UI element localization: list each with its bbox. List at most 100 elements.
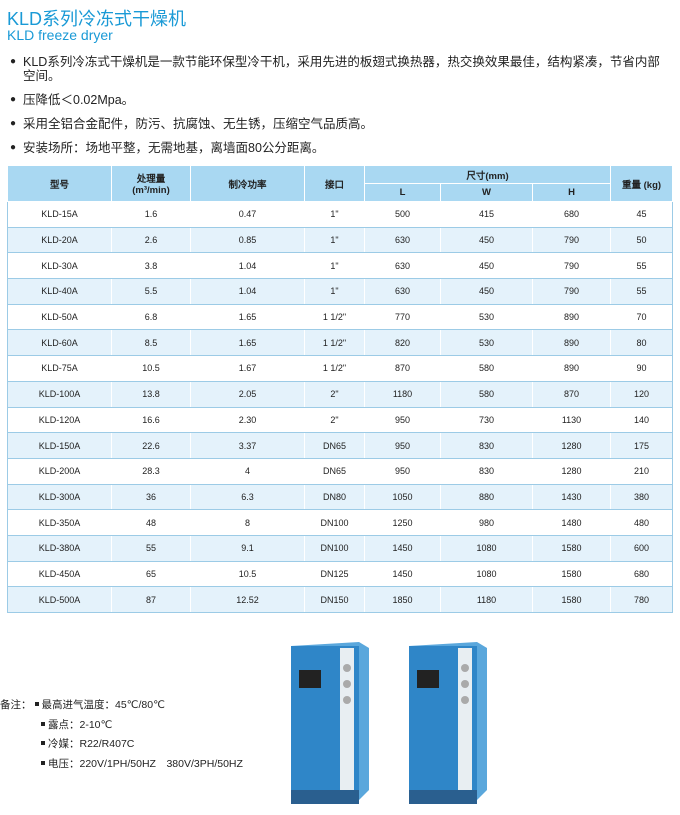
table-row: KLD-350A 48 8 DN100 1250 980 1480 480 (7, 509, 674, 536)
cell-model: KLD-15A (7, 201, 112, 228)
cell-flow: 55 (111, 534, 191, 562)
cell-power: 6.3 (190, 483, 305, 511)
cell-power: 3.37 (190, 432, 305, 459)
cell-flow: 48 (111, 509, 191, 536)
cell-weight: 780 (610, 586, 674, 613)
cell-port: DN80 (304, 483, 365, 511)
cell-flow: 36 (111, 483, 191, 511)
feature-item: 压降低＜0.02Mpa。 (10, 93, 660, 107)
cell-height: 790 (531, 226, 612, 254)
dryer-machine-image (409, 642, 487, 804)
cell-flow: 13.8 (111, 380, 191, 408)
cell-height: 680 (531, 201, 612, 228)
col-L: L (364, 183, 441, 202)
cell-length: 1050 (364, 483, 441, 511)
cell-length: 1250 (364, 509, 441, 536)
cell-weight: 680 (610, 560, 674, 588)
cell-width: 580 (440, 355, 533, 382)
cell-weight: 90 (610, 355, 674, 382)
cell-height: 1280 (531, 432, 612, 459)
cell-weight: 55 (610, 252, 674, 280)
cell-height: 890 (531, 303, 612, 331)
cell-width: 580 (440, 380, 533, 408)
col-port: 接口 (304, 165, 365, 202)
table-row: KLD-40A 5.5 1.04 1" 630 450 790 55 (7, 278, 674, 305)
cell-model: KLD-350A (7, 509, 112, 536)
cell-weight: 80 (610, 329, 674, 357)
cell-width: 730 (440, 406, 533, 434)
cell-model: KLD-150A (7, 432, 112, 459)
cell-power: 2.05 (190, 380, 305, 408)
feature-list: KLD系列冷冻式干燥机是一款节能环保型冷干机，采用先进的板翅式换热器，热交换效果… (10, 55, 660, 165)
cell-length: 1450 (364, 560, 441, 588)
page-title: KLD系列冷冻式干燥机 (7, 9, 187, 29)
cell-model: KLD-60A (7, 329, 112, 357)
cell-power: 1.04 (190, 278, 305, 305)
col-size: 尺寸(mm) (363, 165, 612, 184)
cell-port: 1" (304, 278, 365, 305)
table-row: KLD-30A 3.8 1.04 1" 630 450 790 55 (7, 252, 674, 280)
table-row: KLD-50A 6.8 1.65 1 1/2" 770 530 890 70 (7, 303, 674, 331)
note-item: 冷媒：R22/R407C (48, 738, 135, 750)
cell-flow: 5.5 (111, 278, 191, 305)
cell-power: 4 (190, 457, 305, 485)
cell-weight: 140 (610, 406, 674, 434)
cell-height: 1580 (531, 534, 612, 562)
cell-model: KLD-100A (7, 380, 112, 408)
cell-width: 450 (440, 252, 533, 280)
cell-port: DN100 (304, 509, 365, 536)
cell-height: 1580 (531, 586, 612, 613)
cell-port: 2" (304, 406, 365, 434)
feature-item: KLD系列冷冻式干燥机是一款节能环保型冷干机，采用先进的板翅式换热器，热交换效果… (10, 55, 660, 83)
cell-power: 10.5 (190, 560, 305, 588)
cell-width: 450 (440, 278, 533, 305)
cell-model: KLD-450A (7, 560, 112, 588)
cell-port: 1 1/2" (304, 329, 365, 357)
cell-weight: 480 (610, 509, 674, 536)
table-row: KLD-300A 36 6.3 DN80 1050 880 1430 380 (7, 483, 674, 511)
cell-flow: 28.3 (111, 457, 191, 485)
col-power: 制冷功率 (190, 165, 305, 202)
cell-port: 1" (304, 226, 365, 254)
cell-power: 1.67 (190, 355, 305, 382)
cell-height: 1430 (531, 483, 612, 511)
cell-height: 1280 (531, 457, 612, 485)
cell-length: 630 (364, 252, 441, 280)
cell-length: 1180 (364, 380, 441, 408)
cell-weight: 210 (610, 457, 674, 485)
cell-power: 2.30 (190, 406, 305, 434)
cell-port: DN150 (304, 586, 365, 613)
cell-length: 630 (364, 226, 441, 254)
note-item: 电压：220V/1PH/50HZ 380V/3PH/50HZ (48, 757, 243, 770)
cell-length: 950 (364, 457, 441, 485)
cell-height: 890 (531, 329, 612, 357)
cell-port: 1 1/2" (304, 355, 365, 382)
feature-item: 安装场所：场地平整，无需地基，离墙面80公分距离。 (10, 141, 660, 155)
cell-width: 1080 (440, 534, 533, 562)
cell-width: 980 (440, 509, 533, 536)
table-row: KLD-75A 10.5 1.67 1 1/2" 870 580 890 90 (7, 355, 674, 382)
table-row: KLD-100A 13.8 2.05 2" 1180 580 870 120 (7, 380, 674, 408)
cell-power: 8 (190, 509, 305, 536)
table-row: KLD-20A 2.6 0.85 1" 630 450 790 50 (7, 226, 674, 254)
table-row: KLD-15A 1.6 0.47 1" 500 415 680 45 (7, 201, 674, 228)
table-row: KLD-60A 8.5 1.65 1 1/2" 820 530 890 80 (7, 329, 674, 357)
cell-weight: 50 (610, 226, 674, 254)
cell-flow: 65 (111, 560, 191, 588)
cell-weight: 380 (610, 483, 674, 511)
cell-height: 790 (531, 278, 612, 305)
cell-height: 890 (531, 355, 612, 382)
cell-length: 820 (364, 329, 441, 357)
table-row: KLD-500A 87 12.52 DN150 1850 1180 1580 780 (7, 586, 674, 613)
cell-length: 870 (364, 355, 441, 382)
cell-flow: 6.8 (111, 303, 191, 331)
cell-port: 2" (304, 380, 365, 408)
cell-width: 880 (440, 483, 533, 511)
cell-port: 1" (304, 252, 365, 280)
cell-flow: 3.8 (111, 252, 191, 280)
cell-height: 1480 (531, 509, 612, 536)
cell-model: KLD-120A (7, 406, 112, 434)
cell-model: KLD-20A (7, 226, 112, 254)
cell-weight: 45 (610, 201, 674, 228)
cell-port: DN65 (304, 457, 365, 485)
